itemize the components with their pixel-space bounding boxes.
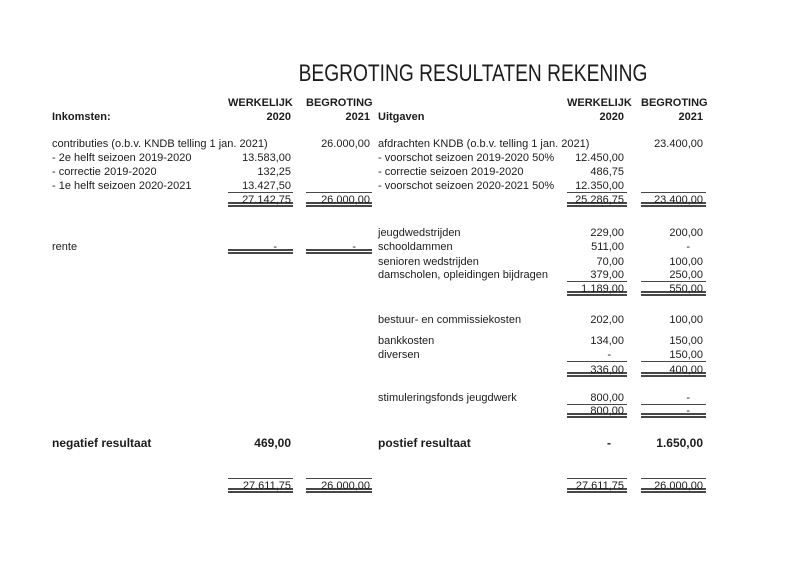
expenses-year-2021-header: 2021: [678, 111, 703, 123]
begroting-2021-total: -: [641, 404, 706, 418]
werkelijk-2020-value: -: [228, 240, 293, 254]
empty-underlined-cell: [641, 179, 706, 193]
row-label: - correctie 2019-2020: [52, 166, 157, 178]
werkelijk-2020-total: 336,00: [567, 363, 627, 377]
row-label: stimuleringsfonds jeugdwerk: [378, 392, 517, 404]
werkelijk-2020-total: 25.286,75: [567, 193, 627, 207]
postief-resultaat-werkelijk-value: -: [607, 436, 611, 450]
row-label: bankkosten: [378, 335, 435, 347]
table-row: 800,00 -: [0, 404, 800, 418]
werkelijk-2020-value: -: [567, 348, 627, 362]
row-label: bestuur- en commissiekosten: [378, 314, 522, 326]
begroting-2021-grand-total: 26.000,00: [641, 478, 706, 493]
expenses-werkelijk-header: WERKELIJK: [567, 97, 632, 109]
table-row: - 2e helft seizoen 2019-2020 13.583,00 -…: [0, 151, 800, 165]
werkelijk-2020-value: 12.450,00: [575, 152, 624, 164]
row-label: - correctie seizoen 2019-2020: [378, 166, 524, 178]
begroting-2021-value: 100,00: [669, 314, 703, 326]
werkelijk-2020-value: 202,00: [590, 314, 624, 326]
werkelijk-2020-value: 70,00: [596, 256, 624, 268]
document-title: BEGROTING RESULTATEN REKENING: [298, 60, 648, 87]
begroting-2021-total: 26.000,00: [306, 193, 372, 207]
table-row: 1.189,00 550,00: [0, 282, 800, 296]
result-row: negatief resultaat 469,00 postief result…: [0, 434, 800, 452]
table-row: 336,00 400,00: [0, 363, 800, 377]
begroting-2021-value: 250,00: [641, 268, 706, 282]
row-label: rente: [52, 241, 78, 253]
begroting-2021-value: 150,00: [669, 335, 703, 347]
begroting-2021-value: -: [641, 391, 706, 405]
row-label: - voorschot seizoen 2020-2021 50%: [378, 180, 555, 192]
income-year-2021-header: 2021: [345, 111, 370, 123]
begroting-2021-grand-total: 26.000,00: [306, 478, 372, 493]
begroting-2021-total: 400,00: [641, 363, 706, 377]
begroting-2021-value: 150,00: [641, 348, 706, 362]
werkelijk-2020-grand-total: 27.611,75: [228, 478, 293, 493]
row-label: - voorschot seizoen 2019-2020 50%: [378, 152, 555, 164]
table-row: damscholen, opleidingen bijdragen 379,00…: [0, 268, 800, 282]
werkelijk-2020-total: 1.189,00: [567, 282, 627, 296]
werkelijk-2020-value: 13.427,50: [228, 179, 293, 193]
begroting-2021-total: 550,00: [641, 282, 706, 296]
begroting-2021-value: 23.400,00: [654, 138, 703, 150]
werkelijk-2020-grand-total: 27.611,75: [567, 478, 627, 493]
row-label: damscholen, opleidingen bijdragen: [378, 269, 549, 281]
table-row: stimuleringsfonds jeugdwerk 800,00 -: [0, 391, 800, 405]
werkelijk-2020-total: 27.142,75: [228, 193, 293, 207]
table-row: jeugdwedstrijden 229,00 200,00: [0, 226, 800, 240]
table-row: - 1e helft seizoen 2020-2021 13.427,50 -…: [0, 179, 800, 193]
row-label: afdrachten KNDB (o.b.v. telling 1 jan. 2…: [378, 138, 590, 150]
table-row: 27.142,75 26.000,00 25.286,75 23.400,00: [0, 193, 800, 207]
row-label: schooldammen: [378, 241, 453, 253]
begroting-2021-value: 26.000,00: [321, 138, 370, 150]
postief-resultaat-label: postief resultaat: [378, 436, 471, 450]
expenses-section-label: Uitgaven: [378, 111, 425, 123]
empty-underlined-cell: [306, 179, 372, 193]
table-row: senioren wedstrijden 70,00 100,00: [0, 255, 800, 269]
row-label: senioren wedstrijden: [378, 256, 479, 268]
row-label: - 1e helft seizoen 2020-2021: [52, 180, 192, 192]
werkelijk-2020-value: 134,00: [590, 335, 624, 347]
werkelijk-2020-value: 511,00: [591, 241, 624, 253]
werkelijk-2020-value: 379,00: [567, 268, 627, 282]
begroting-2021-value: -: [686, 241, 690, 253]
table-row: contributies (o.b.v. KNDB telling 1 jan.…: [0, 137, 800, 151]
table-row: WERKELIJK BEGROTING WERKELIJK BEGROTING: [0, 96, 800, 110]
werkelijk-2020-value: 13.583,00: [242, 152, 291, 164]
table-row: diversen - 150,00: [0, 348, 800, 362]
werkelijk-2020-value: 229,00: [590, 227, 624, 239]
income-begroting-header: BEGROTING: [306, 97, 373, 109]
werkelijk-2020-value: 486,75: [590, 166, 624, 178]
werkelijk-2020-total: 800,00: [567, 404, 627, 418]
row-label: jeugdwedstrijden: [378, 227, 461, 239]
begroting-2021-value: 200,00: [669, 227, 703, 239]
income-year-2020-header: 2020: [266, 111, 291, 123]
grand-total-row: 27.611,75 26.000,00 27.611,75 26.000,00: [0, 478, 800, 493]
werkelijk-2020-value: 132,25: [257, 166, 291, 178]
negatief-resultaat-label: negatief resultaat: [52, 436, 152, 450]
postief-resultaat-begroting-value: 1.650,00: [656, 436, 703, 450]
table-row: bankkosten 134,00 150,00: [0, 334, 800, 348]
row-label: contributies (o.b.v. KNDB telling 1 jan.…: [52, 138, 268, 150]
table-row: bestuur- en commissiekosten 202,00 100,0…: [0, 313, 800, 327]
income-section-label: Inkomsten:: [52, 111, 111, 123]
werkelijk-2020-value: 800,00: [567, 391, 627, 405]
income-werkelijk-header: WERKELIJK: [228, 97, 293, 109]
expenses-year-2020-header: 2020: [599, 111, 624, 123]
begroting-2021-total: 23.400,00: [641, 193, 706, 207]
expenses-begroting-header: BEGROTING: [641, 97, 708, 109]
table-row: rente - - schooldammen 511,00 -: [0, 240, 800, 254]
negatief-resultaat-value: 469,00: [254, 436, 291, 450]
begroting-2021-value: -: [306, 240, 372, 254]
row-label: diversen: [378, 349, 420, 361]
begroting-2021-value: 100,00: [669, 256, 703, 268]
row-label: - 2e helft seizoen 2019-2020: [52, 152, 192, 164]
werkelijk-2020-value: 12.350,00: [567, 179, 627, 193]
table-row: - correctie 2019-2020 132,25 - correctie…: [0, 165, 800, 179]
table-row: Inkomsten: 2020 2021 Uitgaven 2020 2021: [0, 110, 800, 124]
